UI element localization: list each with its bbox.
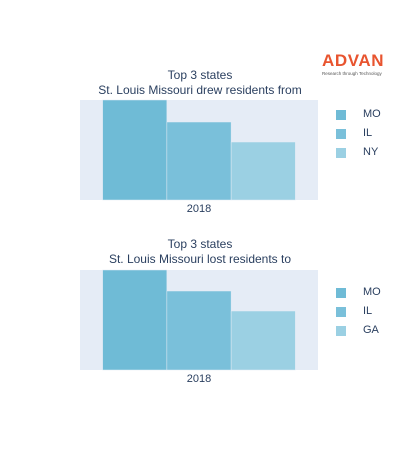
bar-il[interactable] (166, 290, 232, 371)
legend-label: MO (363, 286, 381, 298)
legend-swatch (336, 129, 346, 139)
chart-subtitle: St. Louis Missouri drew residents from (98, 83, 302, 97)
bar-ga[interactable] (230, 310, 296, 371)
x-tick-label: 2018 (186, 203, 212, 215)
bar-ny[interactable] (230, 141, 296, 201)
bar-mo[interactable] (102, 269, 168, 371)
legend-swatch (336, 110, 346, 120)
legend-swatch (336, 148, 346, 158)
legend-label: NY (363, 146, 379, 158)
legend-label: GA (363, 324, 379, 336)
chart-title: Top 3 states St. Louis Missouri drew res… (60, 68, 340, 98)
bar-mo[interactable] (102, 99, 168, 201)
chart-title: Top 3 states St. Louis Missouri lost res… (60, 237, 340, 267)
legend-label: IL (363, 305, 373, 317)
legend-swatch (336, 307, 346, 317)
legend-label: IL (363, 127, 373, 139)
chart-subtitle: St. Louis Missouri lost residents to (108, 252, 292, 266)
advan-logo: ADVAN Research through Technology (322, 51, 392, 77)
chart-title-line1: Top 3 states (167, 68, 233, 82)
chart-title-line1: Top 3 states (167, 237, 233, 251)
legend-swatch (336, 288, 346, 298)
bar-il[interactable] (166, 121, 232, 201)
legend-label: MO (363, 108, 381, 120)
logo-tagline: Research through Technology (322, 71, 382, 76)
logo-wordmark: ADVAN (322, 51, 385, 70)
legend-swatch (336, 326, 346, 336)
x-tick-label: 2018 (186, 373, 212, 385)
